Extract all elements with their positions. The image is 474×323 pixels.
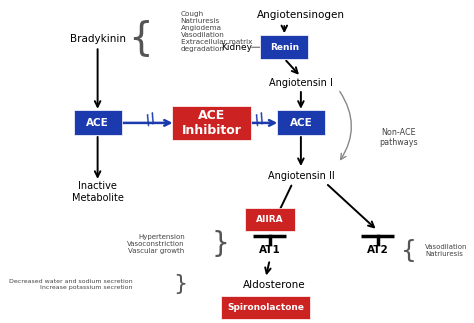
Text: }: } — [211, 230, 229, 257]
Text: }: } — [173, 274, 188, 294]
Text: AT2: AT2 — [367, 245, 389, 255]
FancyBboxPatch shape — [277, 110, 325, 135]
FancyBboxPatch shape — [260, 36, 309, 59]
Text: Spironolactone: Spironolactone — [227, 303, 304, 312]
Text: Hypertension
Vasoconstriction
Vascular growth: Hypertension Vasoconstriction Vascular g… — [127, 234, 185, 254]
Text: Angiotensinogen: Angiotensinogen — [257, 10, 345, 20]
FancyBboxPatch shape — [221, 297, 310, 319]
Text: {: { — [128, 19, 153, 57]
Text: AT1: AT1 — [259, 245, 281, 255]
Text: Angiotensin II: Angiotensin II — [267, 171, 334, 181]
FancyBboxPatch shape — [73, 110, 122, 135]
Text: {: { — [401, 239, 417, 263]
Text: //: // — [253, 111, 267, 128]
Text: Non-ACE
pathways: Non-ACE pathways — [379, 128, 418, 147]
Text: Aldosterone: Aldosterone — [243, 280, 305, 290]
Text: Angiotensin I: Angiotensin I — [269, 78, 333, 88]
Text: //: // — [144, 111, 158, 128]
Text: Inactive
Metabolite: Inactive Metabolite — [72, 181, 124, 203]
Text: ACE: ACE — [86, 118, 109, 128]
Text: Renin: Renin — [270, 43, 299, 52]
Text: ACE
Inhibitor: ACE Inhibitor — [182, 109, 242, 137]
Text: Cough
Natriuresis
Angiodema
Vasodilation
Extracellular matrix
degradation: Cough Natriuresis Angiodema Vasodilation… — [181, 11, 252, 52]
Text: Bradykinin: Bradykinin — [70, 34, 126, 44]
Text: Kidney: Kidney — [221, 43, 252, 52]
Text: AIIRA: AIIRA — [256, 215, 283, 224]
FancyBboxPatch shape — [172, 106, 251, 140]
Text: Vasodilation
Natriuresis: Vasodilation Natriuresis — [425, 245, 468, 257]
FancyBboxPatch shape — [245, 208, 295, 231]
Text: Decreased water and sodium secretion
Increase potassium secretion: Decreased water and sodium secretion Inc… — [9, 279, 133, 290]
Text: ACE: ACE — [290, 118, 312, 128]
